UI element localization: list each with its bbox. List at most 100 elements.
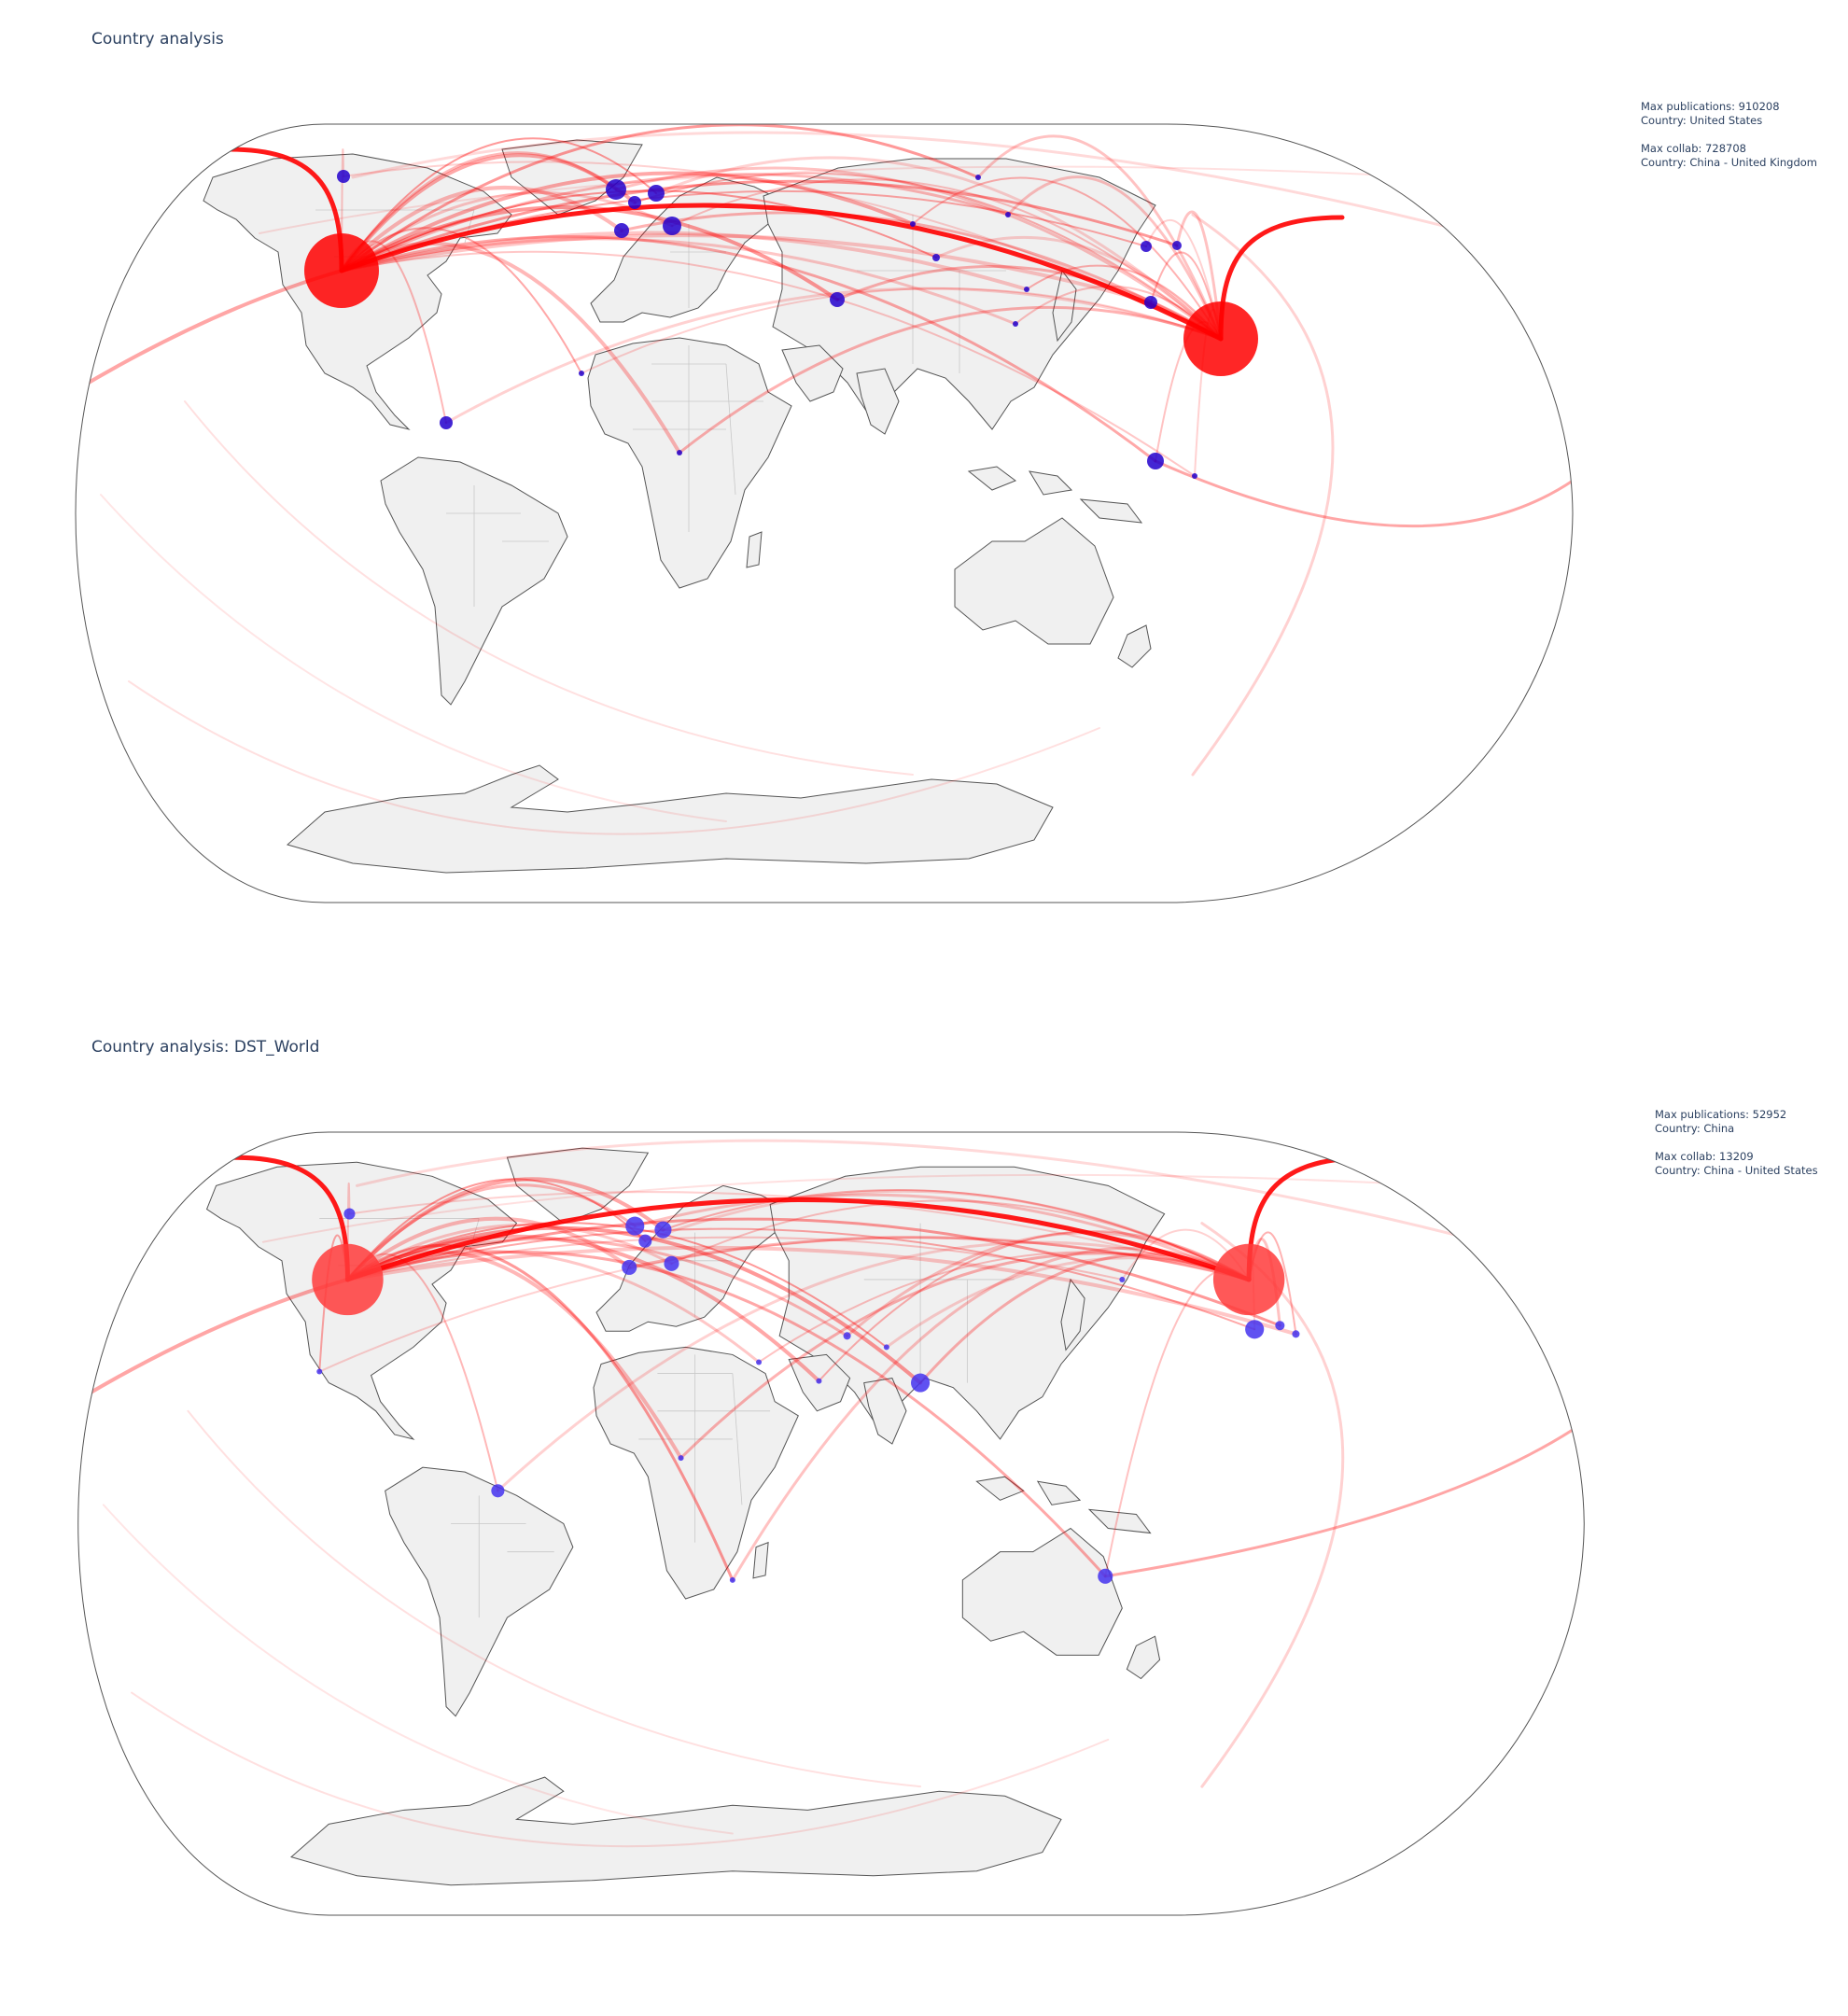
- collab-arc: [340, 124, 980, 273]
- collab-arc: [345, 1177, 665, 1281]
- collab-arc: [184, 400, 914, 776]
- collab-arc: [1175, 210, 1223, 341]
- country-node: [1119, 1276, 1126, 1282]
- collab-arc: [835, 264, 1223, 341]
- hub-node: [1183, 301, 1258, 376]
- collab-arc: [344, 1197, 1252, 1282]
- land-australia: [961, 1527, 1123, 1656]
- collab-arc: [340, 205, 839, 301]
- collab-arc: [187, 1409, 922, 1788]
- collab-arc: [100, 494, 727, 822]
- country-node: [911, 1373, 931, 1393]
- collab-arc: [758, 1251, 1251, 1364]
- country-node: [1147, 453, 1164, 469]
- country-node: [579, 371, 584, 376]
- land-layer: [205, 1147, 1166, 1886]
- panel-country-analysis: Country analysis Max publications: 91020…: [73, 30, 1817, 905]
- country-node: [1005, 212, 1011, 217]
- country-node: [1141, 241, 1152, 252]
- country-node: [664, 1255, 679, 1271]
- collab-arc: [345, 1223, 673, 1281]
- collab-arc: [355, 1139, 1486, 1244]
- collab-arc: [346, 1222, 888, 1349]
- land-madagascar: [746, 531, 763, 568]
- collab-arc: [678, 305, 1223, 455]
- arcs-layer: [77, 1139, 1585, 1848]
- land-new-zealand: [1117, 624, 1152, 668]
- world-map-svg[interactable]: [73, 121, 1575, 905]
- collab-arc: [340, 179, 1179, 273]
- collab-arc: [318, 1237, 1251, 1373]
- country-node: [648, 185, 665, 202]
- hub-node: [312, 1243, 384, 1316]
- map-frame: [75, 123, 1574, 903]
- collab-arc: [1006, 175, 1223, 341]
- collab-arc: [345, 1245, 1298, 1337]
- max-collab-label: Max collab: 728708: [1641, 142, 1746, 155]
- country-node: [678, 1455, 684, 1462]
- land-japan: [1052, 269, 1077, 343]
- page-title: Country analysis: DST_World: [91, 1038, 320, 1057]
- collab-arc: [345, 1234, 821, 1383]
- max-collab-country-label: Country: China - United States: [1655, 1164, 1818, 1177]
- world-map[interactable]: [73, 1129, 1589, 1918]
- country-node: [654, 1221, 672, 1239]
- country-node: [1192, 473, 1197, 479]
- collab-arc: [671, 178, 1222, 340]
- world-map[interactable]: [73, 121, 1575, 905]
- world-map-svg[interactable]: [73, 1129, 1589, 1918]
- collab-arc: [341, 148, 344, 272]
- collab-arc: [633, 1193, 1251, 1281]
- collab-arc: [731, 1246, 1251, 1582]
- country-node: [628, 196, 641, 209]
- stats-annotation: Max publications: 52952 Country: China Max…: [1655, 1108, 1818, 1178]
- country-node: [1098, 1568, 1113, 1584]
- collab-arc: [643, 1189, 1251, 1281]
- panel-dst-world: Country analysis: DST_World Max publicat…: [0, 1008, 1848, 2016]
- collab-arc: [1145, 218, 1222, 340]
- collab-arc: [351, 131, 1475, 235]
- collab-arc: [345, 1250, 761, 1364]
- country-node: [343, 1208, 356, 1220]
- land-africa: [587, 337, 792, 589]
- hub-node: [304, 233, 379, 308]
- land-europe: [595, 1184, 790, 1332]
- collab-arc: [345, 1183, 637, 1281]
- country-node: [816, 1378, 822, 1384]
- max-pub-country-label: Country: United States: [1641, 114, 1763, 127]
- collab-arc: [581, 287, 1222, 374]
- nodes-layer: [304, 170, 1258, 479]
- collab-arc: [340, 235, 1157, 463]
- country-node: [883, 1344, 889, 1351]
- country-node: [663, 217, 681, 235]
- country-node: [677, 450, 682, 455]
- collab-arc: [340, 233, 1153, 304]
- country-node: [625, 1216, 645, 1236]
- collab-arc: [345, 1237, 849, 1337]
- collab-arc: [345, 1244, 735, 1582]
- country-node: [337, 170, 350, 183]
- collab-arc: [340, 171, 915, 273]
- collab-arc: [261, 1173, 1438, 1243]
- collab-arc: [627, 1236, 1251, 1281]
- land-greenland: [501, 139, 643, 216]
- page-title: Country analysis: [91, 30, 224, 49]
- land-madagascar: [752, 1541, 769, 1579]
- collab-arc: [340, 173, 1010, 273]
- collab-arc: [634, 172, 1222, 340]
- collab-arc: [912, 176, 1222, 340]
- collab-arc: [1103, 1419, 1585, 1578]
- land-japan: [1060, 1278, 1085, 1351]
- land-se-asia-islands: [967, 466, 1143, 524]
- land-arabia: [781, 344, 844, 402]
- collab-arc: [345, 1216, 632, 1281]
- collab-arc: [339, 203, 1224, 342]
- country-node: [756, 1359, 763, 1365]
- collab-arc: [128, 680, 1100, 835]
- nodes-layer: [312, 1208, 1300, 1584]
- collab-arc: [341, 250, 1196, 477]
- country-node: [622, 1259, 637, 1275]
- collab-arc: [341, 189, 1147, 272]
- map-frame: [77, 1131, 1585, 1916]
- map-layer: [77, 1132, 1585, 1915]
